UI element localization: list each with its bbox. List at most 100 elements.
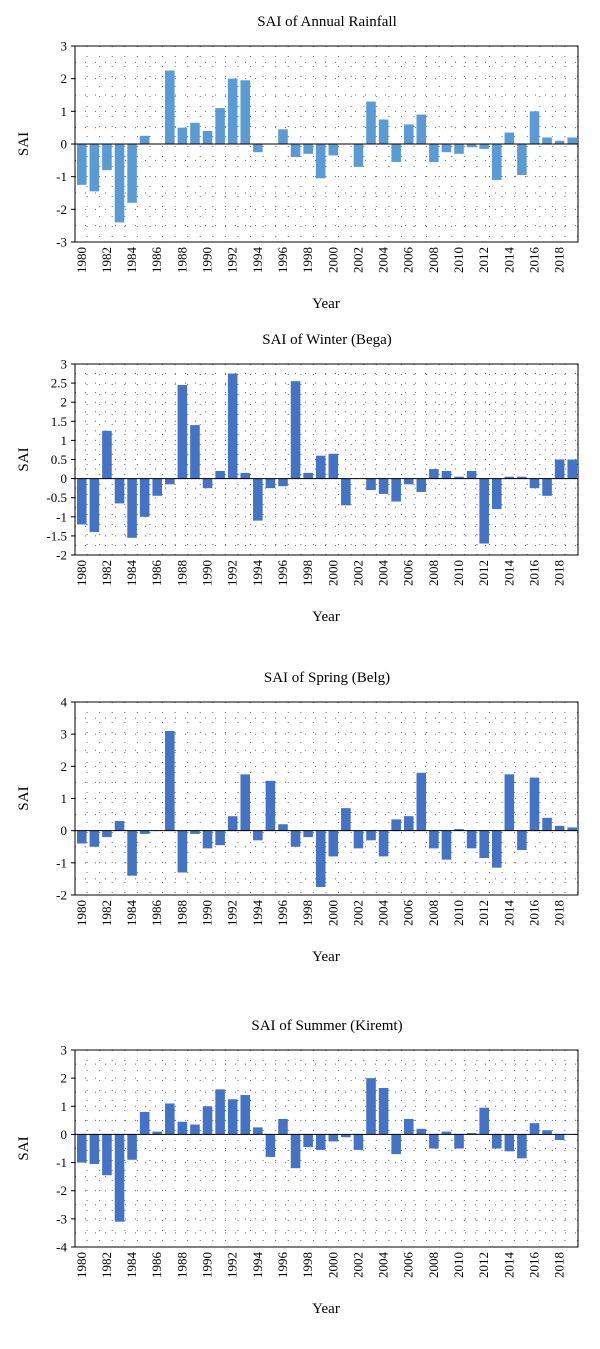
bar-1992 [227,816,238,831]
chart-title: SAI of Annual Rainfall [257,14,397,30]
bar-1998 [303,472,313,479]
y-tick-label: -1 [56,169,67,184]
bar-1990 [202,478,213,489]
bar-2011 [466,470,477,479]
bars [77,70,577,223]
y-tick-label: -1.5 [46,528,67,543]
bar-1999 [315,144,326,179]
bar-2004 [378,1087,389,1135]
bar-1984 [127,478,137,538]
bar-2005 [391,478,401,502]
x-tick-label: 2018 [552,900,567,926]
x-tick-label: 2016 [526,560,541,587]
bar-1985 [139,830,150,834]
bar-2015 [517,144,527,176]
x-tick-label: 1988 [174,900,189,926]
x-tick-label: 2016 [526,900,541,927]
bar-1993 [240,1095,251,1135]
bar-2018 [554,1134,565,1141]
bar-1980 [77,478,87,525]
x-tick-label: 2010 [451,560,466,586]
x-tick-label: 2000 [325,560,340,586]
plot-frame [74,363,579,556]
bar-1991 [215,108,225,144]
y-tick-label: 1 [61,433,68,448]
bar-1995 [265,1134,276,1157]
bar-1999 [315,1134,326,1150]
y-tick-label: 1.5 [51,414,67,429]
x-tick-label: 1988 [174,247,189,273]
bar-1997 [290,830,301,847]
x-tick-label: 1980 [74,247,89,273]
y-tick-label: -1 [56,855,67,870]
x-tick-label: 2002 [350,247,365,273]
plot-frame [74,701,579,896]
grid [75,1049,578,1248]
bar-1984 [127,830,137,876]
bar-2009 [441,1131,452,1135]
bar-2019 [567,827,577,831]
bar-1981 [89,830,100,847]
bar-2007 [416,478,427,492]
bar-1985 [139,1111,150,1135]
bar-2013 [491,830,502,868]
bar-1982 [102,830,112,838]
bar-2017 [542,478,552,496]
bar-2010 [454,476,464,479]
bar-2005 [391,1134,401,1155]
x-axis-label: Year [312,949,340,965]
bar-2016 [529,478,540,489]
x-tick-label: 2004 [376,560,391,587]
y-tick-label: 0.5 [51,452,67,467]
bar-2004 [378,119,389,144]
x-axis-label: Year [312,296,340,312]
bar-2014 [504,132,515,144]
y-tick-label: 0 [61,137,68,152]
x-tick-label: 2012 [476,900,491,926]
bar-2017 [542,817,552,831]
bar-1995 [265,780,276,831]
bar-2014 [504,774,515,831]
x-tick-label: 1990 [200,1252,215,1278]
bar-1991 [215,830,225,846]
x-tick-label: 1992 [225,560,240,586]
bar-2009 [441,144,452,153]
bar-2010 [454,144,464,154]
grid [75,363,578,556]
bar-1987 [165,478,175,485]
bar-2003 [366,478,376,491]
bar-2002 [353,144,364,167]
bar-2007 [416,772,427,831]
bars [77,730,577,887]
x-tick-label: 2000 [325,1252,340,1278]
x-tick-label: 1986 [149,560,164,587]
y-tick-label: 0 [61,823,68,838]
bar-2006 [403,478,414,485]
bar-2003 [366,101,376,144]
x-tick-label: 1996 [275,247,290,274]
bar-1989 [190,830,200,834]
x-tick-label: 1998 [300,247,315,273]
y-axis-label: SAI [16,447,32,471]
bar-1985 [139,135,150,144]
x-tick-label: 1982 [99,247,114,273]
chart-title: SAI of Summer (Kiremt) [251,1018,402,1034]
bar-2015 [517,476,527,479]
spring-belg-chart: SAI of Spring (Belg) -2 -1 0 1 2 3 4 1980 1982 198… [16,670,579,965]
bar-2007 [416,114,427,144]
bar-2000 [328,830,339,857]
x-tick-label: 1996 [275,1252,290,1279]
y-tick-label: 1 [61,1099,68,1114]
bar-1986 [152,478,163,496]
bar-1981 [89,1134,100,1164]
bar-2019 [567,137,577,144]
bar-2006 [403,1118,414,1135]
bar-1988 [177,127,188,144]
bar-2013 [491,144,502,180]
x-tick-label: 1982 [99,900,114,926]
y-tick-label: 1 [61,104,68,119]
bar-2000 [328,144,339,156]
bar-1983 [114,1134,125,1222]
bar-1994 [253,830,263,841]
x-tick-label: 1984 [124,247,139,274]
